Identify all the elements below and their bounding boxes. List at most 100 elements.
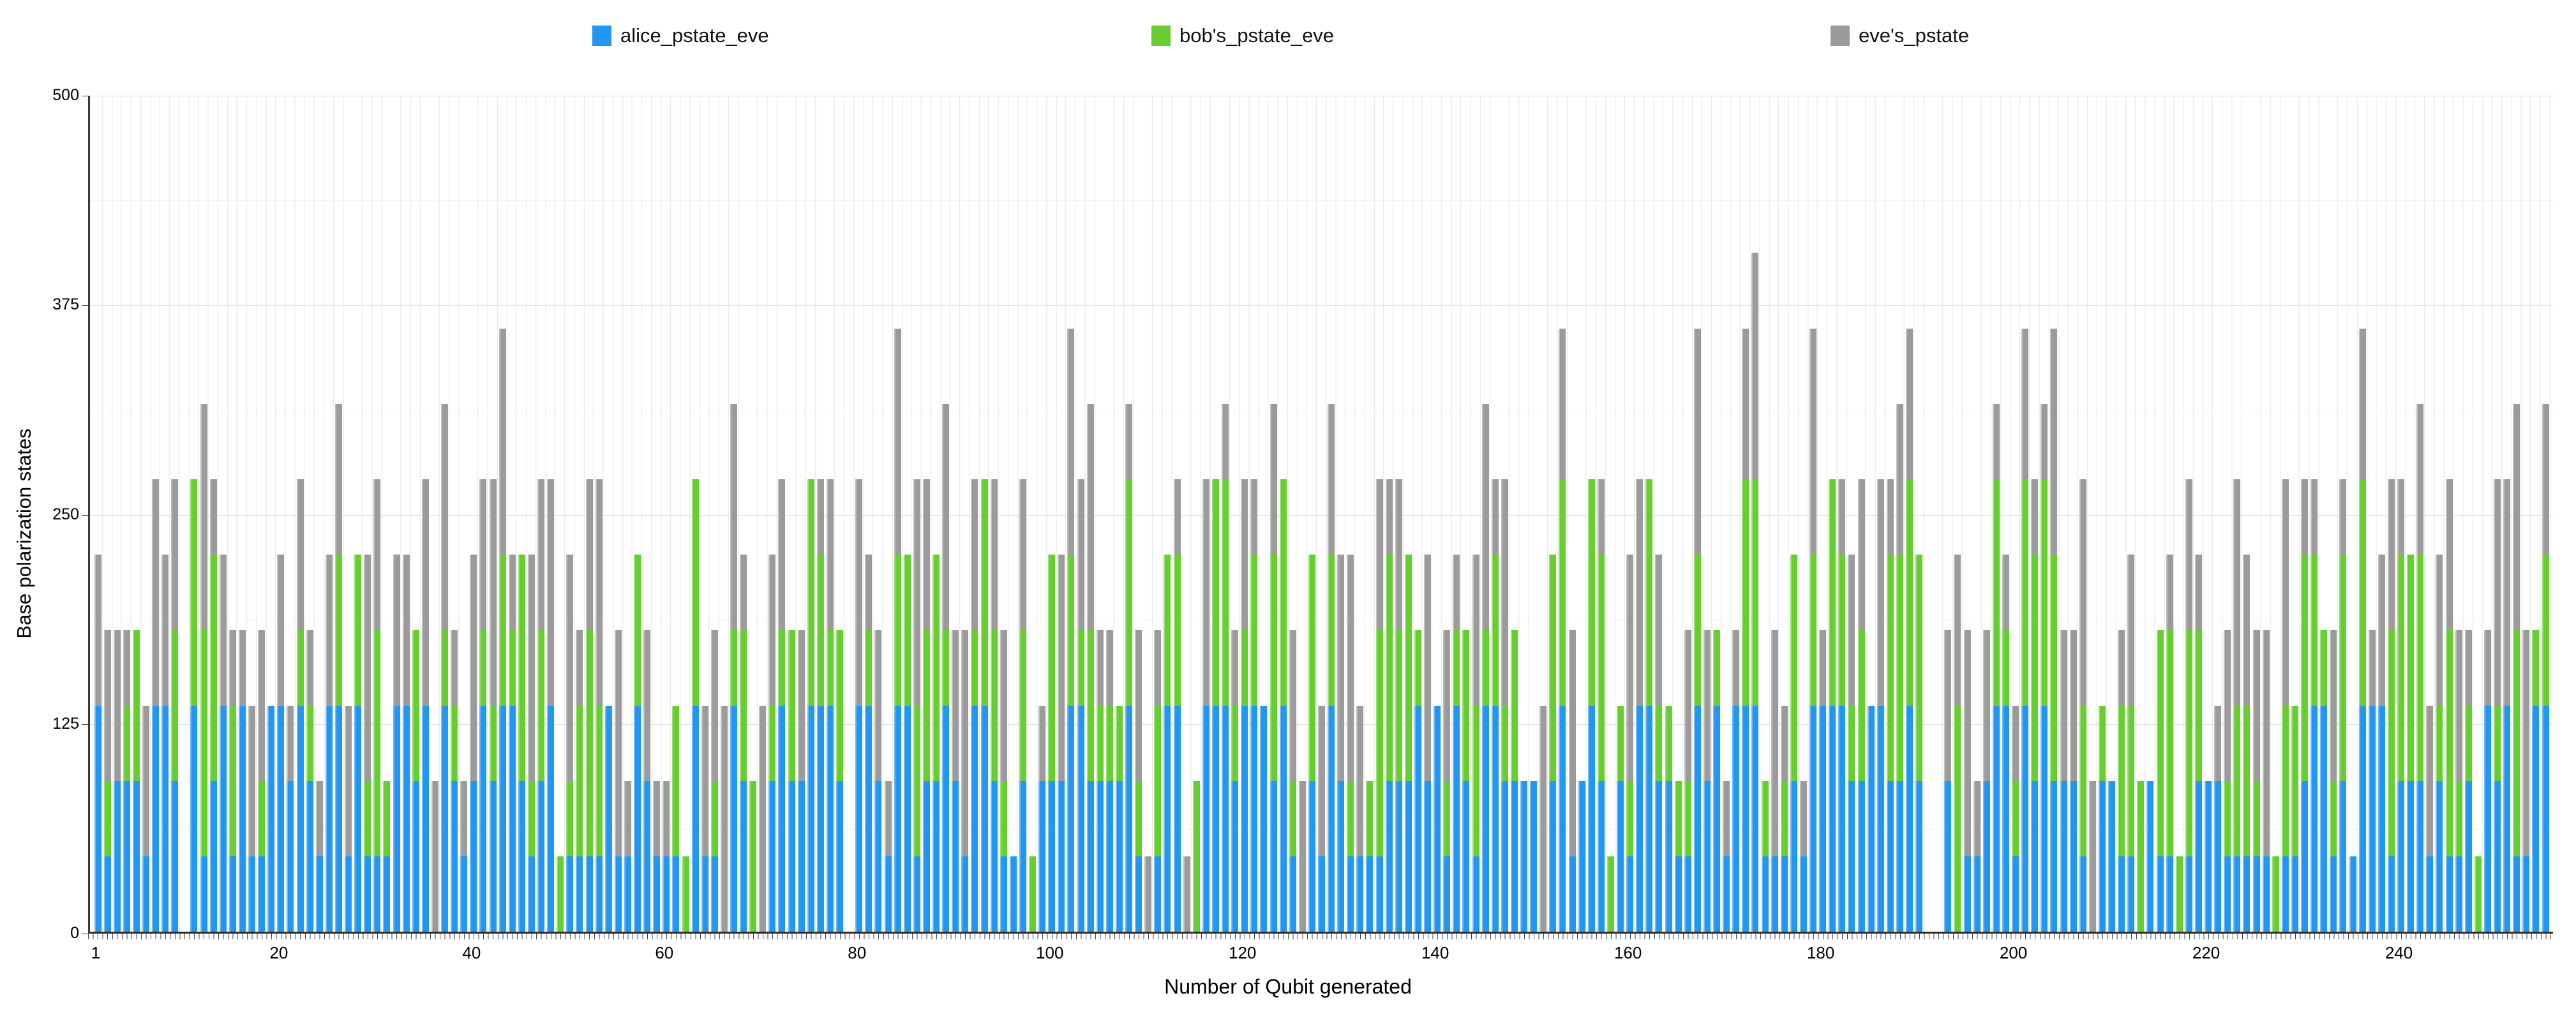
bar-segment	[2118, 630, 2125, 706]
bar-segment	[1241, 705, 1248, 932]
bar-segment	[2281, 705, 2289, 856]
bar-segment	[2320, 705, 2328, 932]
bar-segment	[1443, 780, 1451, 856]
legend-item-alice[interactable]: alice_pstate_eve	[592, 24, 769, 47]
bar-segment	[1645, 479, 1653, 706]
bar-segment	[1289, 856, 1296, 932]
bar-segment	[826, 630, 834, 706]
bar-segment	[508, 705, 516, 932]
bar-segment	[402, 555, 410, 706]
y-tick-mark	[82, 305, 88, 306]
bar-segment	[1211, 705, 1219, 932]
bar-segment	[971, 630, 978, 706]
bar-segment	[383, 780, 391, 856]
bar-segment	[768, 705, 776, 781]
bar-segment	[740, 630, 747, 781]
bar-segment	[2474, 856, 2482, 932]
bar-segment	[2224, 856, 2231, 932]
bar-segment	[2358, 479, 2366, 706]
bar-segment	[1587, 705, 1595, 932]
bar-segment	[1597, 780, 1605, 932]
bar-segment	[1636, 705, 1644, 932]
bar-segment	[2310, 479, 2318, 555]
bar-segment	[1164, 705, 1171, 932]
bar-segment	[315, 780, 323, 856]
bar-segment	[2513, 856, 2520, 932]
bar-segment	[2387, 856, 2395, 932]
bar-segment	[2233, 479, 2241, 706]
bar-segment	[1375, 630, 1383, 856]
bar-segment	[1723, 780, 1730, 856]
bar-segment	[1366, 780, 1374, 856]
bar-segment	[2464, 630, 2472, 706]
bar-segment	[2166, 555, 2173, 630]
bar-segment	[836, 630, 844, 781]
bar-segment	[2252, 780, 2260, 856]
bar-segment	[1568, 856, 1576, 932]
bar-segment	[768, 780, 776, 932]
bar-segment	[451, 630, 458, 706]
bar-segment	[470, 555, 477, 781]
legend-item-bob[interactable]: bob's_pstate_eve	[1151, 24, 1334, 47]
bar-segment	[913, 705, 920, 856]
bar-segment	[865, 555, 872, 630]
bar-segment	[1086, 630, 1094, 781]
bar-segment	[1328, 555, 1335, 706]
bar-segment	[797, 630, 805, 781]
bar-segment	[334, 555, 342, 706]
bar-segment	[1944, 630, 1952, 781]
bar-segment	[2118, 705, 2125, 856]
bar-segment	[1154, 856, 1162, 932]
bar-segment	[306, 780, 313, 932]
bar-segment	[2012, 705, 2019, 781]
bar-segment	[508, 555, 516, 630]
bar-segment	[2513, 403, 2520, 630]
bar-segment	[826, 705, 834, 932]
bar-segment	[1944, 780, 1952, 932]
bar-segment	[2310, 705, 2318, 932]
bar-segment	[1241, 479, 1248, 630]
bar-segment	[451, 705, 458, 781]
bar-segment	[1404, 555, 1412, 781]
bar-segment	[903, 705, 911, 932]
bar-segment	[2214, 780, 2222, 932]
bar-segment	[142, 705, 149, 856]
bar-segment	[1838, 555, 1846, 706]
bar-segment	[200, 403, 207, 630]
bar-segment	[2194, 630, 2202, 781]
bar-segment	[171, 780, 179, 932]
bar-segment	[576, 705, 583, 856]
bar-segment	[922, 780, 930, 932]
bar-segment	[1241, 630, 1248, 706]
bar-segment	[1077, 479, 1084, 630]
bar-segment	[1222, 403, 1229, 479]
bar-segment	[663, 856, 670, 932]
legend-item-eve[interactable]: eve's_pstate	[1831, 24, 1969, 47]
bar-segment	[566, 555, 574, 781]
bar-segment	[1096, 630, 1104, 706]
bar-segment	[2494, 780, 2501, 932]
bar-segment	[2118, 856, 2125, 932]
bar-segment	[2464, 705, 2472, 781]
bar-segment	[942, 705, 950, 932]
bar-segment	[364, 780, 371, 856]
bar-segment	[1481, 705, 1489, 932]
bar-segment	[132, 780, 140, 932]
bar-segment	[1520, 780, 1528, 932]
bar-segment	[2291, 705, 2298, 856]
bar-segment	[1559, 479, 1566, 706]
bar-segment	[325, 705, 333, 932]
bar-segment	[518, 780, 525, 932]
bar-segment	[1135, 630, 1142, 781]
bar-segment	[566, 780, 574, 856]
bar-segment	[1829, 479, 1836, 706]
bar-segment	[152, 705, 160, 932]
bar-segment	[441, 705, 449, 932]
bar-segment	[161, 555, 169, 706]
bar-segment	[2021, 479, 2029, 706]
bar-segment	[1751, 705, 1759, 932]
bar-segment	[701, 856, 708, 932]
bar-segment	[2069, 780, 2077, 932]
bar-segment	[518, 555, 525, 781]
bar-segment	[2301, 780, 2309, 932]
